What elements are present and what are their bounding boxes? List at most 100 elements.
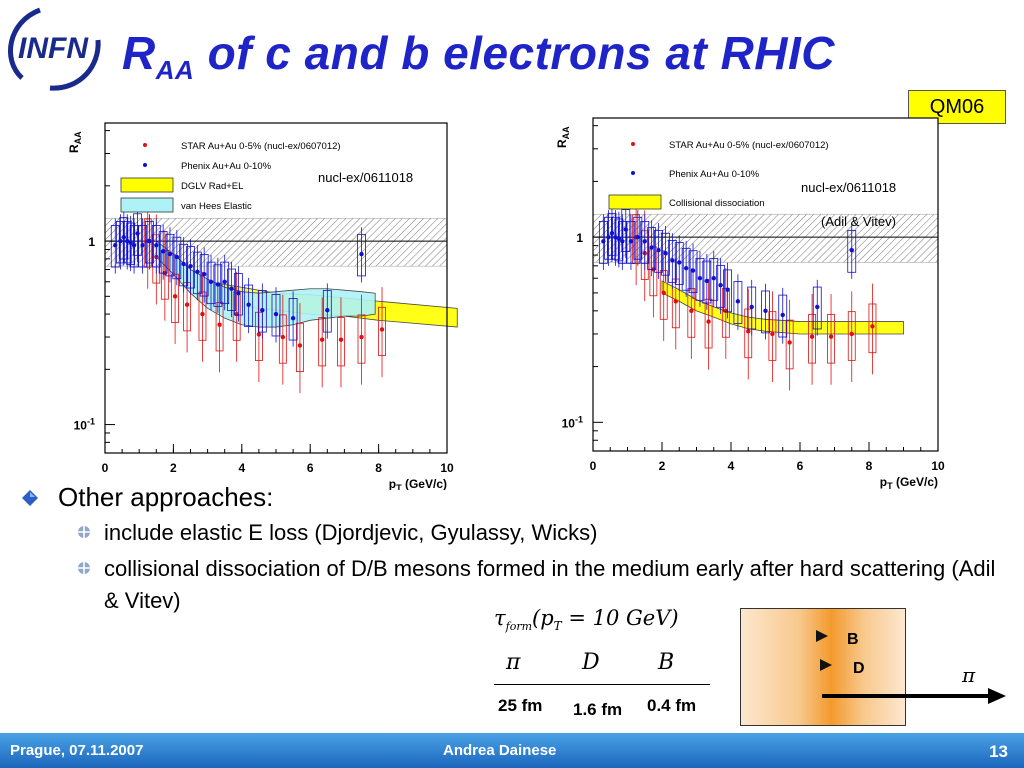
data-point bbox=[770, 331, 775, 337]
legend-label: van Hees Elastic bbox=[181, 201, 252, 212]
legend-swatch bbox=[608, 194, 662, 210]
data-point bbox=[147, 238, 152, 244]
data-point bbox=[338, 337, 344, 342]
data-point bbox=[215, 282, 221, 287]
legend-label: STAR Au+Au 0-5% (nucl-ex/0607012) bbox=[669, 140, 829, 151]
x-tick-label: 6 bbox=[797, 459, 804, 473]
data-point bbox=[706, 319, 711, 324]
header-b-meson: B bbox=[658, 650, 675, 675]
data-point bbox=[256, 332, 262, 337]
data-point bbox=[217, 322, 222, 327]
data-point bbox=[613, 234, 618, 240]
data-point bbox=[297, 343, 303, 348]
data-point bbox=[780, 312, 785, 318]
data-point bbox=[606, 234, 611, 240]
title-sub: AA bbox=[155, 55, 195, 86]
bullet-sub-1: include elastic E loss (Djordjevic, Gyul… bbox=[22, 517, 1012, 549]
x-tick-label: 2 bbox=[659, 459, 666, 473]
chart-annotation: (Adil & Vitev) bbox=[821, 214, 896, 229]
legend-marker bbox=[631, 142, 635, 146]
y-tick-label: 10-1 bbox=[74, 417, 95, 433]
x-tick-label: 4 bbox=[728, 459, 735, 473]
data-point bbox=[222, 279, 227, 284]
data-point bbox=[809, 334, 815, 339]
data-point bbox=[184, 302, 190, 307]
cross-bullet-icon bbox=[78, 562, 90, 574]
legend-swatch bbox=[120, 197, 174, 213]
data-point bbox=[273, 311, 279, 317]
data-point bbox=[379, 327, 385, 332]
legend-label: Phenix Au+Au 0-10% bbox=[669, 169, 760, 180]
data-point bbox=[260, 308, 265, 313]
data-point bbox=[118, 238, 123, 244]
data-point bbox=[154, 242, 159, 248]
data-point bbox=[236, 290, 241, 296]
y-axis-label: RAA bbox=[67, 131, 83, 153]
y-tick-label: 1 bbox=[88, 235, 95, 249]
data-point bbox=[359, 334, 364, 340]
data-point bbox=[620, 239, 625, 244]
data-point bbox=[174, 254, 180, 260]
bullet-sub-2-text: collisional dissociation of D/B mesons f… bbox=[104, 556, 996, 613]
header-d-meson: D bbox=[582, 650, 600, 675]
label-pi: π bbox=[961, 663, 976, 687]
x-axis-label: pT (GeV/c) bbox=[880, 475, 938, 490]
data-point bbox=[246, 302, 251, 307]
data-point bbox=[200, 311, 205, 317]
data-point bbox=[828, 334, 834, 339]
footer-author: Andrea Dainese bbox=[443, 742, 557, 759]
x-tick-label: 2 bbox=[170, 461, 177, 475]
data-point bbox=[319, 337, 325, 342]
data-point bbox=[849, 248, 854, 253]
title-main: R bbox=[122, 27, 156, 79]
y-tick-label: 10-1 bbox=[562, 414, 583, 430]
value-b-meson: 0.4 fm bbox=[647, 696, 697, 715]
data-point bbox=[746, 329, 751, 334]
page-title: RAA of c and b electrons at RHIC bbox=[122, 26, 835, 86]
slide-number: 13 bbox=[989, 742, 1008, 761]
data-point bbox=[172, 294, 178, 299]
data-point bbox=[815, 304, 820, 310]
x-tick-label: 6 bbox=[307, 461, 314, 475]
medium-diagram-overlay: B D π bbox=[816, 630, 1006, 704]
data-point bbox=[201, 271, 207, 277]
raa-chart-right: 0 2 4 6 8 10 1 10-1 RAA pT (GeV/c) STAR Au+Au 0-5%… bbox=[555, 117, 945, 490]
data-point bbox=[787, 340, 792, 345]
d-arrowhead-icon bbox=[820, 659, 832, 671]
infn-logo: INFN bbox=[7, 7, 101, 91]
data-point bbox=[725, 287, 730, 292]
data-point bbox=[673, 299, 678, 304]
data-point bbox=[649, 245, 654, 250]
x-tick-label: 8 bbox=[375, 461, 382, 475]
data-point bbox=[325, 308, 330, 313]
data-point bbox=[661, 290, 666, 296]
legend-swatch bbox=[120, 177, 174, 193]
data-point bbox=[763, 308, 768, 314]
pion-arrowhead-icon bbox=[988, 688, 1006, 704]
data-point bbox=[167, 251, 173, 257]
data-point bbox=[113, 242, 118, 248]
data-point bbox=[663, 250, 668, 256]
legend-label: DGLV Rad+EL bbox=[181, 181, 243, 192]
data-point bbox=[704, 278, 710, 284]
data-point bbox=[711, 276, 716, 281]
data-point bbox=[689, 308, 694, 314]
x-tick-label: 0 bbox=[102, 461, 109, 475]
formation-time-table: τform(pT = 10 GeV) π D B 25 fm 1.6 fm 0.… bbox=[494, 604, 714, 728]
chart-annotation: nucl-ex/0611018 bbox=[801, 180, 896, 195]
x-tick-label: 10 bbox=[440, 461, 454, 475]
legend-marker bbox=[143, 143, 147, 147]
bullet-sub-1-text: include elastic E loss (Djordjevic, Gyul… bbox=[104, 520, 598, 545]
data-point bbox=[609, 231, 615, 236]
legend-label: STAR Au+Au 0-5% (nucl-ex/0607012) bbox=[181, 141, 341, 152]
data-point bbox=[125, 238, 130, 244]
infn-logo-text: INFN bbox=[18, 32, 89, 65]
data-point bbox=[697, 276, 703, 281]
data-point bbox=[188, 263, 193, 269]
label-d: D bbox=[853, 660, 865, 677]
bullet-main-text: Other approaches: bbox=[58, 482, 274, 512]
value-d-meson: 1.6 fm bbox=[573, 700, 623, 719]
legend-marker bbox=[143, 163, 147, 167]
data-point bbox=[229, 286, 234, 291]
data-point bbox=[635, 234, 641, 240]
